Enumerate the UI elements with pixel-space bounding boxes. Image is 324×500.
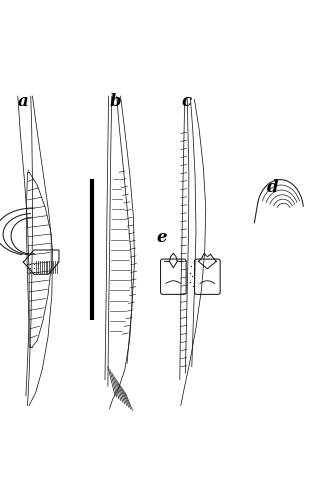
Text: c: c	[181, 93, 191, 110]
Text: b: b	[109, 93, 121, 110]
Text: e: e	[157, 229, 167, 246]
Text: d: d	[266, 178, 278, 196]
Text: a: a	[17, 93, 28, 110]
